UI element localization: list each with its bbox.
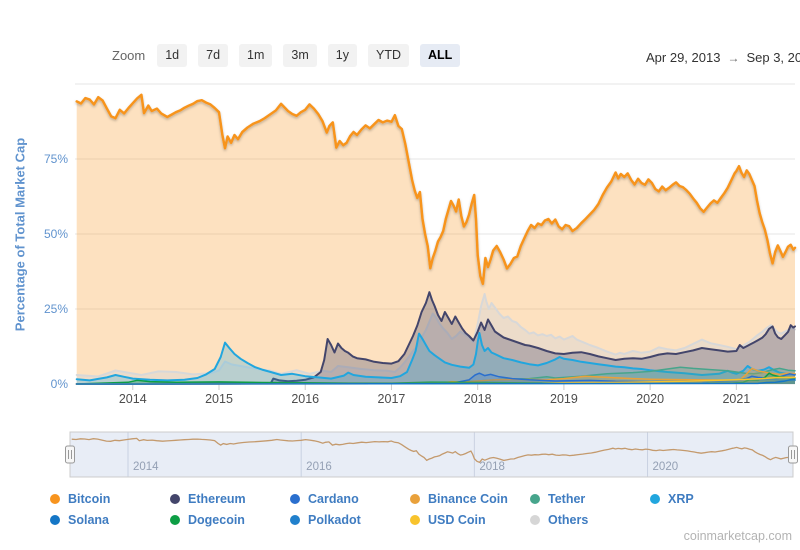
x-axis-tick-2021: 2021: [722, 392, 751, 406]
navigator-tick-2020: 2020: [652, 461, 679, 473]
legend-label: Others: [548, 513, 589, 527]
zoom-button-1m[interactable]: 1m: [239, 44, 273, 67]
series-binance-coin: [75, 367, 796, 385]
cardano-marker-icon: [290, 494, 300, 504]
navigator-mask[interactable]: [70, 432, 793, 477]
y-axis-tick-25: 25%: [43, 302, 68, 316]
legend-item-cardano[interactable]: Cardano: [290, 489, 410, 509]
y-axis-tick-0: 0%: [50, 377, 68, 391]
range-start-date[interactable]: Apr 29, 2013: [646, 50, 721, 65]
legend: Bitcoin Ethereum Cardano Binance Coin Te…: [50, 489, 770, 530]
zoom-toolbar: Zoom 1d 7d 1m 3m 1y YTD ALL: [112, 44, 461, 67]
legend-label: Ethereum: [188, 492, 246, 506]
range-end-date[interactable]: Sep 3, 2021: [746, 50, 800, 65]
zoom-button-7d[interactable]: 7d: [198, 44, 229, 67]
legend-item-polkadot[interactable]: Polkadot: [290, 510, 410, 530]
zoom-button-1d[interactable]: 1d: [157, 44, 188, 67]
legend-item-binance-coin[interactable]: Binance Coin: [410, 489, 530, 509]
series-ethereum: [75, 291, 796, 385]
xrp-marker-icon: [650, 494, 660, 504]
navigator-tick-2014: 2014: [133, 461, 159, 473]
binance-coin-marker-icon: [410, 494, 420, 504]
navigator-tick-2016: 2016: [306, 461, 332, 473]
zoom-button-1y[interactable]: 1y: [327, 44, 357, 67]
zoom-button-all[interactable]: ALL: [420, 44, 461, 67]
usd-coin-marker-icon: [410, 515, 420, 525]
x-axis-tick-2017: 2017: [377, 392, 406, 406]
legend-item-bitcoin[interactable]: Bitcoin: [50, 489, 170, 509]
tether-marker-icon: [530, 494, 540, 504]
zoom-label: Zoom: [112, 47, 146, 63]
legend-label: Dogecoin: [188, 513, 245, 527]
x-axis-tick-2014: 2014: [118, 392, 147, 406]
navigator-tick-2018: 2018: [479, 461, 505, 473]
legend-item-xrp[interactable]: XRP: [650, 489, 770, 509]
navigator-handle-right[interactable]: [788, 445, 798, 464]
series-bitcoin: [75, 93, 797, 385]
legend-label: Polkadot: [308, 513, 361, 527]
series-xrp: [75, 332, 796, 384]
ethereum-marker-icon: [170, 494, 180, 504]
y-axis-tick-75: 75%: [43, 152, 68, 166]
legend-label: Bitcoin: [68, 492, 111, 506]
x-axis-tick-2018: 2018: [463, 392, 492, 406]
others-marker-icon: [530, 515, 540, 525]
x-axis-tick-2019: 2019: [550, 392, 578, 406]
x-axis-tick-2015: 2015: [205, 392, 233, 406]
navigator-handle-left[interactable]: [65, 445, 75, 464]
date-range: Apr 29, 2013 → Sep 3, 2021: [646, 50, 800, 65]
series-solana: [75, 378, 796, 385]
dogecoin-marker-icon: [170, 515, 180, 525]
legend-label: Solana: [68, 513, 109, 527]
y-axis-tick-50: 50%: [43, 227, 68, 241]
legend-item-ethereum[interactable]: Ethereum: [170, 489, 290, 509]
legend-item-solana[interactable]: Solana: [50, 510, 170, 530]
x-axis-tick-2020: 2020: [636, 392, 665, 406]
legend-item-dogecoin[interactable]: Dogecoin: [170, 510, 290, 530]
legend-label: Cardano: [308, 492, 359, 506]
watermark-credit: coinmarketcap.com: [683, 529, 792, 543]
legend-item-usd-coin[interactable]: USD Coin: [410, 510, 530, 530]
legend-label: USD Coin: [428, 513, 486, 527]
solana-marker-icon: [50, 515, 60, 525]
zoom-button-ytd[interactable]: YTD: [368, 44, 409, 67]
zoom-button-3m[interactable]: 3m: [283, 44, 317, 67]
navigator[interactable]: [65, 431, 798, 478]
x-axis-tick-2016: 2016: [291, 392, 320, 406]
navigator-series-line: [71, 437, 794, 464]
range-arrow-icon: →: [727, 51, 740, 65]
legend-label: Tether: [548, 492, 586, 506]
legend-label: Binance Coin: [428, 492, 508, 506]
bitcoin-marker-icon: [50, 494, 60, 504]
legend-item-tether[interactable]: Tether: [530, 489, 650, 509]
polkadot-marker-icon: [290, 515, 300, 525]
legend-item-others[interactable]: Others: [530, 510, 650, 530]
legend-label: XRP: [668, 492, 694, 506]
